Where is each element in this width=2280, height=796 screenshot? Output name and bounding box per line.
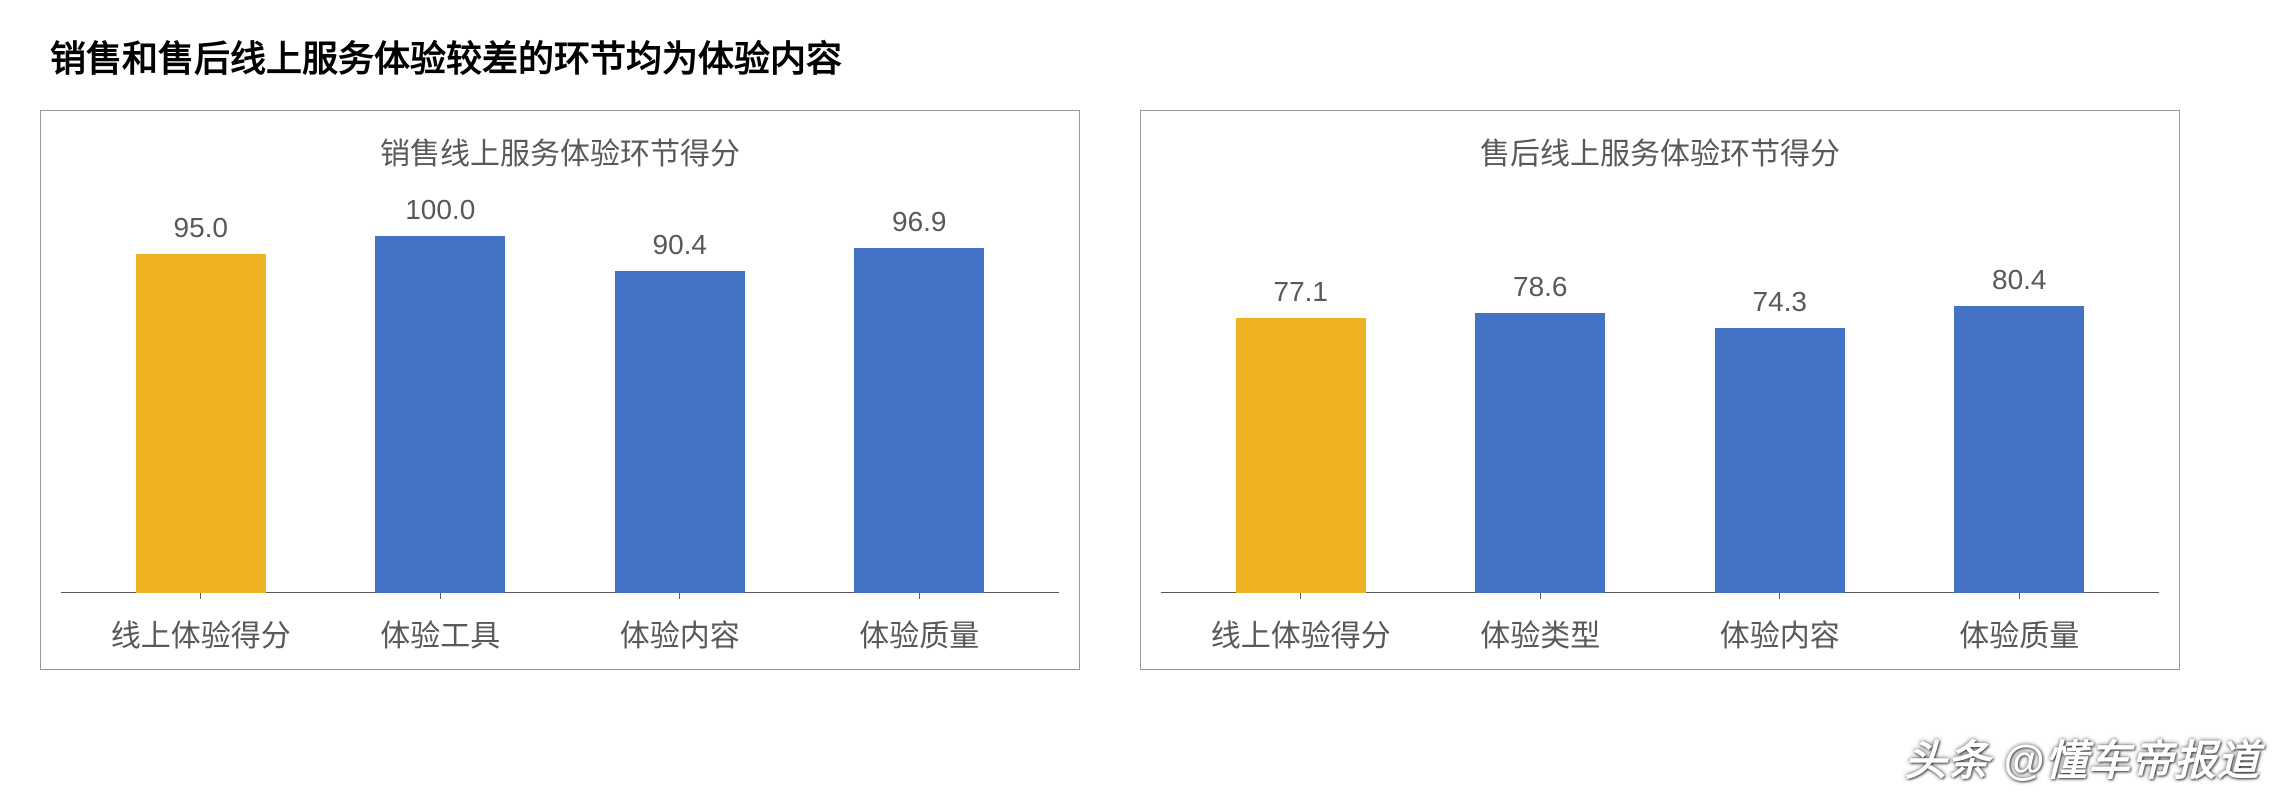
bar-slot: 77.1 <box>1181 183 1421 593</box>
watermark: 头条 @懂车帝报道 <box>1904 727 2260 788</box>
bar-value-label: 77.1 <box>1274 276 1329 308</box>
bar-slot: 78.6 <box>1421 183 1661 593</box>
bar-rect <box>1475 313 1605 593</box>
tick-mark <box>200 593 201 599</box>
x-label: 体验质量 <box>1900 611 2140 655</box>
tick-mark <box>679 593 680 599</box>
bar-rect <box>854 248 984 593</box>
bar-rect <box>375 236 505 593</box>
x-axis-labels: 线上体验得分 体验工具 体验内容 体验质量 <box>61 593 1059 659</box>
chart-title: 销售线上服务体验环节得分 <box>61 129 1059 173</box>
bar-slot: 90.4 <box>560 183 800 593</box>
bar-rect <box>1954 306 2084 593</box>
bar-rect <box>136 254 266 593</box>
tick-mark <box>440 593 441 599</box>
bar-value-label: 90.4 <box>653 229 708 261</box>
bar-slot: 95.0 <box>81 183 321 593</box>
x-label: 体验内容 <box>1660 611 1900 655</box>
bar-value-label: 78.6 <box>1513 271 1568 303</box>
chart-panel-aftersales: 售后线上服务体验环节得分 77.1 78.6 74.3 80.4 <box>1140 110 2180 670</box>
bar-rect <box>1236 318 1366 593</box>
chart-panel-sales: 销售线上服务体验环节得分 95.0 100.0 90.4 96.9 <box>40 110 1080 670</box>
x-axis-labels: 线上体验得分 体验类型 体验内容 体验质量 <box>1161 593 2159 659</box>
tick-mark <box>919 593 920 599</box>
tick-mark <box>1540 593 1541 599</box>
bar-rect <box>1715 328 1845 593</box>
bar-value-label: 80.4 <box>1992 264 2047 296</box>
page-title: 销售和售后线上服务体验较差的环节均为体验内容 <box>50 30 2240 82</box>
plot-area: 77.1 78.6 74.3 80.4 <box>1161 183 2159 593</box>
x-label: 体验类型 <box>1421 611 1661 655</box>
tick-mark <box>1779 593 1780 599</box>
bar-slot: 74.3 <box>1660 183 1900 593</box>
bar-value-label: 100.0 <box>405 194 475 226</box>
x-label: 线上体验得分 <box>81 611 321 655</box>
x-label: 线上体验得分 <box>1181 611 1421 655</box>
bar-slot: 96.9 <box>800 183 1040 593</box>
chart-title: 售后线上服务体验环节得分 <box>1161 129 2159 173</box>
bar-slot: 100.0 <box>321 183 561 593</box>
tick-mark <box>1300 593 1301 599</box>
bar-value-label: 74.3 <box>1753 286 1808 318</box>
bar-slot: 80.4 <box>1900 183 2140 593</box>
bar-value-label: 95.0 <box>174 212 229 244</box>
bar-rect <box>615 271 745 593</box>
x-label: 体验质量 <box>800 611 1040 655</box>
x-label: 体验内容 <box>560 611 800 655</box>
bar-value-label: 96.9 <box>892 206 947 238</box>
plot-area: 95.0 100.0 90.4 96.9 <box>61 183 1059 593</box>
tick-mark <box>2019 593 2020 599</box>
charts-row: 销售线上服务体验环节得分 95.0 100.0 90.4 96.9 <box>40 110 2240 670</box>
x-label: 体验工具 <box>321 611 561 655</box>
